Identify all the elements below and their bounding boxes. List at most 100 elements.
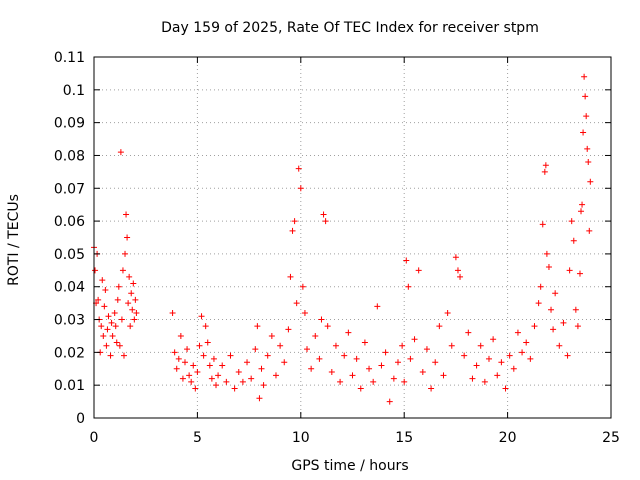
data-point <box>477 342 484 349</box>
y-tick-label: 0.02 <box>54 345 85 361</box>
data-point <box>457 273 464 280</box>
data-point <box>332 342 339 349</box>
data-point <box>95 296 102 303</box>
data-point <box>394 359 401 366</box>
data-point <box>131 316 138 323</box>
data-point <box>113 339 120 346</box>
data-point <box>301 309 308 316</box>
data-point <box>390 375 397 382</box>
data-point <box>320 211 327 218</box>
data-point <box>100 332 107 339</box>
data-point <box>548 306 555 313</box>
data-point <box>452 254 459 261</box>
data-point <box>119 267 126 274</box>
data-point <box>514 329 521 336</box>
data-point <box>112 323 119 330</box>
data-point <box>419 369 426 376</box>
x-tick-label: 0 <box>90 430 99 446</box>
data-point <box>545 264 552 271</box>
data-point <box>366 365 373 372</box>
grid-lines <box>94 57 611 418</box>
data-point <box>550 326 557 333</box>
data-point <box>264 352 271 359</box>
data-point <box>411 336 418 343</box>
data-point <box>543 250 550 257</box>
data-point <box>440 372 447 379</box>
data-point <box>576 270 583 277</box>
data-point <box>252 346 259 353</box>
data-points <box>91 73 594 405</box>
data-point <box>248 375 255 382</box>
data-point <box>361 339 368 346</box>
data-point <box>423 346 430 353</box>
data-point <box>531 323 538 330</box>
data-point <box>537 283 544 290</box>
data-point <box>324 323 331 330</box>
data-point <box>256 395 263 402</box>
data-point <box>175 355 182 362</box>
data-point <box>322 218 329 225</box>
data-point <box>98 323 105 330</box>
data-point <box>173 365 180 372</box>
y-axis-ticks: 0 0.01 0.02 0.03 0.04 0.05 0.06 0.07 0.08 0.09 0.1… <box>54 50 611 427</box>
data-point <box>328 369 335 376</box>
data-point <box>308 365 315 372</box>
data-point <box>584 145 591 152</box>
data-point <box>127 323 134 330</box>
data-point <box>115 283 122 290</box>
data-point <box>535 300 542 307</box>
data-point <box>293 300 300 307</box>
data-point <box>190 362 197 369</box>
data-point <box>122 250 129 257</box>
data-point <box>223 378 230 385</box>
data-point <box>118 316 125 323</box>
plot-frame <box>93 56 612 419</box>
data-point <box>436 323 443 330</box>
data-point <box>316 355 323 362</box>
data-point <box>444 309 451 316</box>
data-point <box>465 329 472 336</box>
data-point <box>109 332 116 339</box>
data-point <box>102 287 109 294</box>
data-point <box>128 290 135 297</box>
data-point <box>111 309 118 316</box>
data-point <box>107 352 114 359</box>
data-point <box>312 332 319 339</box>
data-point <box>227 352 234 359</box>
data-point <box>506 352 513 359</box>
data-point <box>586 227 593 234</box>
data-point <box>99 277 106 284</box>
data-point <box>378 362 385 369</box>
data-point <box>186 372 193 379</box>
x-axis-ticks: 0 5 10 15 20 25 <box>90 57 620 446</box>
data-point <box>299 283 306 290</box>
data-point <box>104 326 111 333</box>
data-point <box>572 306 579 313</box>
y-tick-label: 0.07 <box>54 181 85 197</box>
data-point <box>244 359 251 366</box>
data-point <box>188 378 195 385</box>
data-point <box>519 349 526 356</box>
data-point <box>570 237 577 244</box>
data-point <box>552 290 559 297</box>
data-point <box>239 378 246 385</box>
data-point <box>399 342 406 349</box>
data-point <box>405 283 412 290</box>
x-tick-label: 15 <box>395 430 413 446</box>
data-point <box>126 273 133 280</box>
data-point <box>210 355 217 362</box>
data-point <box>285 326 292 333</box>
data-point <box>494 372 501 379</box>
data-point <box>258 365 265 372</box>
data-point <box>215 372 222 379</box>
y-tick-label: 0 <box>76 411 85 427</box>
y-tick-label: 0.01 <box>54 378 85 394</box>
data-point <box>337 378 344 385</box>
data-point <box>132 296 139 303</box>
data-point <box>582 93 589 100</box>
y-tick-label: 0.05 <box>54 247 85 263</box>
data-point <box>204 339 211 346</box>
data-point <box>579 201 586 208</box>
x-tick-label: 20 <box>499 430 517 446</box>
data-point <box>510 365 517 372</box>
